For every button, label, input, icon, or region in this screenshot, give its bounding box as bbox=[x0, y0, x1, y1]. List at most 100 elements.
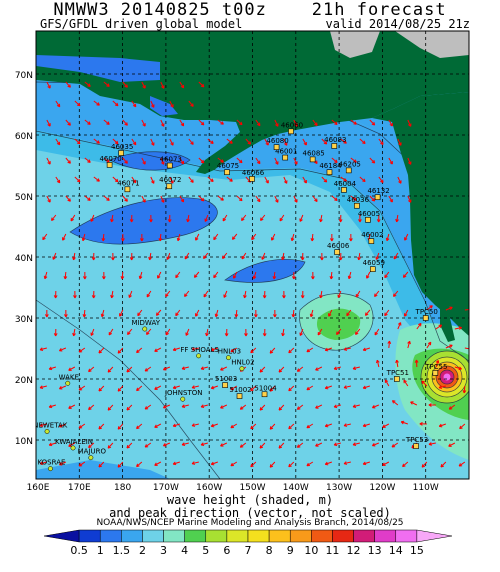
direction-arrow bbox=[282, 252, 285, 260]
direction-arrowhead bbox=[278, 445, 283, 449]
direction-arrowhead bbox=[319, 294, 323, 299]
direction-arrowhead bbox=[142, 161, 146, 165]
buoy-label: 46071 bbox=[117, 179, 139, 187]
direction-arrow bbox=[253, 271, 257, 279]
direction-arrowhead bbox=[303, 179, 307, 184]
direction-arrowhead bbox=[250, 387, 254, 392]
direction-arrow bbox=[269, 347, 276, 354]
direction-arrowhead bbox=[144, 406, 149, 410]
direction-arrow bbox=[131, 100, 137, 108]
direction-arrowhead bbox=[389, 199, 393, 203]
direction-arrow bbox=[311, 233, 314, 242]
direction-arrow bbox=[363, 423, 370, 427]
direction-arrowhead bbox=[181, 404, 186, 408]
direction-arrowhead bbox=[128, 294, 132, 298]
direction-arrow bbox=[154, 461, 162, 466]
direction-arrowhead bbox=[126, 368, 130, 373]
direction-arrowhead bbox=[371, 198, 376, 202]
direction-arrowhead bbox=[382, 462, 386, 466]
direction-arrow bbox=[401, 421, 409, 425]
direction-arrow bbox=[59, 461, 67, 466]
direction-arrowhead bbox=[88, 368, 92, 373]
direction-arrow bbox=[42, 233, 48, 240]
direction-arrow bbox=[363, 347, 370, 351]
direction-arrow bbox=[211, 385, 219, 389]
buoy-label: WAKE bbox=[59, 373, 79, 381]
direction-arrowhead bbox=[389, 161, 393, 165]
direction-arrow bbox=[181, 366, 189, 370]
direction-arrow bbox=[352, 366, 360, 370]
direction-arrowhead bbox=[362, 347, 367, 352]
direction-arrow bbox=[150, 100, 155, 108]
direction-arrow bbox=[185, 328, 190, 336]
direction-arrow bbox=[288, 385, 295, 392]
direction-arrowhead bbox=[107, 369, 112, 373]
valid-time: valid 2014/08/25 21z bbox=[325, 17, 471, 31]
direction-arrow bbox=[274, 157, 279, 165]
direction-arrowhead bbox=[81, 237, 86, 242]
direction-arrowhead bbox=[278, 407, 283, 411]
legend-label: 12 bbox=[347, 544, 361, 557]
legend-swatch bbox=[332, 529, 354, 543]
buoy-marker bbox=[273, 144, 280, 150]
direction-arrow bbox=[288, 461, 295, 468]
direction-arrowhead bbox=[272, 276, 277, 280]
direction-arrow bbox=[269, 423, 276, 430]
direction-arrow bbox=[278, 442, 285, 449]
direction-arrow bbox=[222, 252, 228, 259]
direction-arrow bbox=[173, 347, 180, 351]
direction-arrow bbox=[458, 461, 466, 467]
direction-arrowhead bbox=[296, 444, 301, 448]
direction-arrow bbox=[165, 290, 171, 297]
direction-arrow bbox=[191, 423, 199, 427]
direction-arrowhead bbox=[167, 219, 172, 223]
direction-arrow bbox=[244, 290, 247, 298]
direction-arrowhead bbox=[230, 424, 234, 429]
direction-arrowhead bbox=[98, 349, 102, 354]
direction-arrow bbox=[392, 400, 399, 406]
direction-arrow bbox=[179, 81, 185, 89]
direction-arrowhead bbox=[352, 442, 357, 446]
direction-arrowhead bbox=[72, 256, 76, 261]
direction-arrow bbox=[439, 423, 447, 427]
buoy-label: 46066 bbox=[242, 169, 265, 177]
direction-arrowhead bbox=[39, 347, 44, 351]
direction-arrowhead bbox=[120, 238, 125, 242]
direction-arrow bbox=[59, 347, 67, 352]
direction-arrowhead bbox=[137, 312, 141, 317]
direction-arrowhead bbox=[314, 122, 318, 127]
direction-arrowhead bbox=[384, 274, 388, 279]
direction-arrowhead bbox=[200, 366, 205, 371]
direction-arrow bbox=[126, 404, 133, 411]
direction-arrow bbox=[306, 461, 314, 467]
direction-arrowhead bbox=[251, 236, 255, 241]
direction-arrowhead bbox=[120, 276, 125, 280]
direction-arrowhead bbox=[291, 314, 296, 318]
direction-arrowhead bbox=[180, 198, 185, 203]
direction-arrowhead bbox=[88, 406, 92, 411]
direction-arrow bbox=[448, 404, 456, 410]
direction-arrowhead bbox=[265, 180, 269, 184]
direction-arrow bbox=[325, 423, 333, 427]
direction-arrowhead bbox=[362, 178, 366, 183]
legend-tick-labels: 0.5 1 1.5 2 3 4 5 6 7 8 9 10 11 12 13 14 15 bbox=[70, 544, 424, 557]
station-marker bbox=[88, 455, 94, 461]
direction-arrowhead bbox=[195, 313, 199, 317]
direction-arrow bbox=[331, 195, 338, 201]
direction-arrow bbox=[179, 119, 185, 127]
direction-arrowhead bbox=[56, 103, 61, 108]
direction-arrowhead bbox=[184, 293, 188, 297]
buoy-label: 46036 bbox=[347, 196, 370, 204]
direction-arrow bbox=[78, 347, 86, 353]
latitude-label: 40N bbox=[15, 254, 33, 264]
direction-arrowhead bbox=[56, 141, 61, 146]
direction-arrow bbox=[88, 366, 95, 372]
direction-arrow bbox=[226, 176, 233, 182]
buoy-label: JOHNSTON bbox=[164, 389, 203, 397]
buoy-label: 46006 bbox=[327, 242, 350, 250]
direction-arrow bbox=[407, 119, 412, 127]
buoy-label: HNL03 bbox=[218, 348, 241, 356]
direction-arrowhead bbox=[261, 256, 265, 260]
direction-arrow bbox=[391, 442, 399, 448]
